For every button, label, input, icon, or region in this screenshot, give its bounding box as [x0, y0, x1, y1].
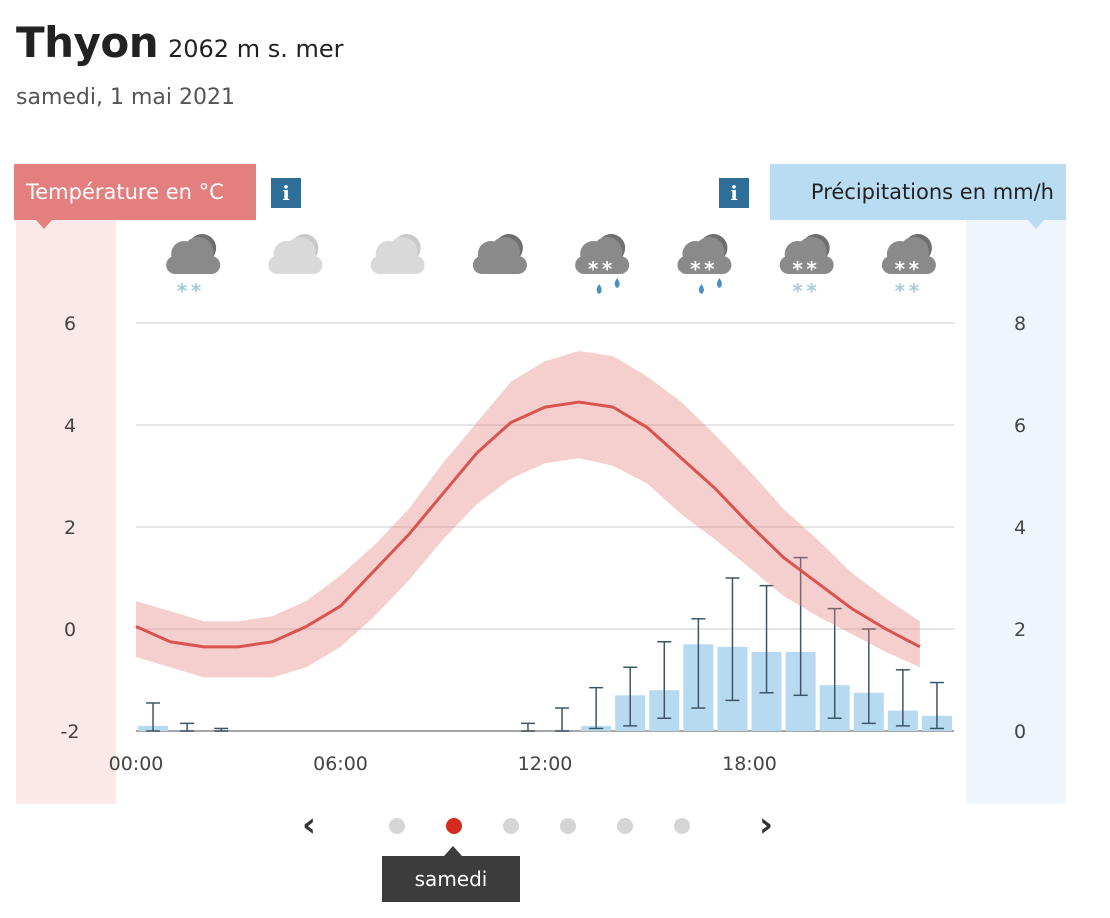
precipitation-tick-label: 4 — [1014, 517, 1026, 539]
precipitation-error-bar — [691, 618, 706, 709]
precipitation-tab: Précipitations en mm/h — [770, 164, 1066, 229]
cloud-snow-icon: * * — [166, 234, 221, 303]
svg-text:*: * — [177, 279, 188, 303]
precipitation-tick-label: 8 — [1014, 313, 1026, 335]
precipitation-error-bar — [555, 707, 570, 732]
day-tooltip: samedi — [382, 846, 520, 902]
cloud-snow-icon: * ** * — [881, 234, 936, 303]
svg-text:*: * — [704, 257, 715, 281]
precipitation-error-bar — [759, 584, 774, 694]
precipitation-axis-panel — [966, 220, 1066, 804]
precipitation-error-bar — [520, 722, 535, 732]
pager-dot[interactable] — [617, 818, 633, 834]
location-title: Thyon — [16, 18, 159, 67]
cloud-sleet-icon: * * — [575, 234, 630, 294]
precipitation-error-bar — [793, 556, 808, 697]
precipitation-error-bar — [895, 669, 910, 727]
pager-dot[interactable] — [560, 818, 576, 834]
precipitation-error-bar — [929, 681, 944, 730]
time-tick-label: 00:00 — [109, 753, 164, 775]
cloud-icon — [370, 234, 425, 274]
precipitation-error-bar — [827, 607, 842, 719]
precipitation-tick-label: 6 — [1014, 415, 1026, 437]
time-tick-label: 06:00 — [313, 753, 368, 775]
cloud-icon — [472, 234, 527, 274]
svg-text:*: * — [191, 279, 202, 303]
time-tick-label: 18:00 — [722, 753, 777, 775]
chevron-left-icon[interactable]: ‹ — [301, 805, 316, 845]
svg-text:*: * — [909, 279, 920, 303]
svg-text:*: * — [806, 257, 817, 281]
svg-text:*: * — [602, 257, 613, 281]
temperature-tick-label: 0 — [64, 619, 76, 641]
precipitation-tick-label: 2 — [1014, 619, 1026, 641]
temperature-line — [135, 400, 921, 649]
precipitation-error-bar — [180, 722, 195, 732]
temperature-axis-panel — [16, 220, 116, 804]
precipitation-error-bar — [861, 628, 876, 725]
precipitation-error-bar — [725, 577, 740, 702]
pager-dot[interactable] — [446, 818, 462, 834]
temperature-range-band — [136, 351, 920, 678]
svg-text:*: * — [792, 279, 803, 303]
precipitation-tick-label: 0 — [1014, 721, 1026, 743]
temperature-info-icon[interactable]: i — [271, 178, 301, 208]
temperature-tab: Température en °C — [14, 164, 256, 229]
temperature-tick-label: 4 — [64, 415, 76, 437]
pager-dot[interactable] — [503, 818, 519, 834]
precipitation-error-bar — [657, 641, 672, 719]
pager-dot[interactable] — [389, 818, 405, 834]
svg-text:*: * — [909, 257, 920, 281]
time-tick-label: 12:00 — [518, 753, 573, 775]
precipitation-error-bar — [146, 702, 161, 732]
precipitation-info-icon[interactable]: i — [719, 178, 749, 208]
cloud-sleet-icon: * * — [677, 234, 732, 294]
temperature-tick-label: -2 — [61, 721, 80, 743]
svg-text:*: * — [690, 257, 701, 281]
svg-text:*: * — [895, 257, 906, 281]
precipitation-error-bar — [214, 727, 229, 732]
precipitation-error-bar — [623, 666, 638, 727]
svg-text:*: * — [806, 279, 817, 303]
altitude-label: 2062 m s. mer — [168, 35, 344, 63]
svg-text:*: * — [895, 279, 906, 303]
svg-text:*: * — [588, 257, 599, 281]
pager-dot[interactable] — [674, 818, 690, 834]
temperature-tick-label: 2 — [64, 517, 76, 539]
svg-text:*: * — [792, 257, 803, 281]
precipitation-error-bar — [589, 686, 604, 730]
cloud-snow-icon: * ** * — [779, 234, 834, 303]
temperature-tick-label: 6 — [64, 313, 76, 335]
chevron-right-icon[interactable]: › — [758, 805, 773, 845]
cloud-icon — [268, 234, 323, 274]
date-label: samedi, 1 mai 2021 — [16, 85, 235, 110]
